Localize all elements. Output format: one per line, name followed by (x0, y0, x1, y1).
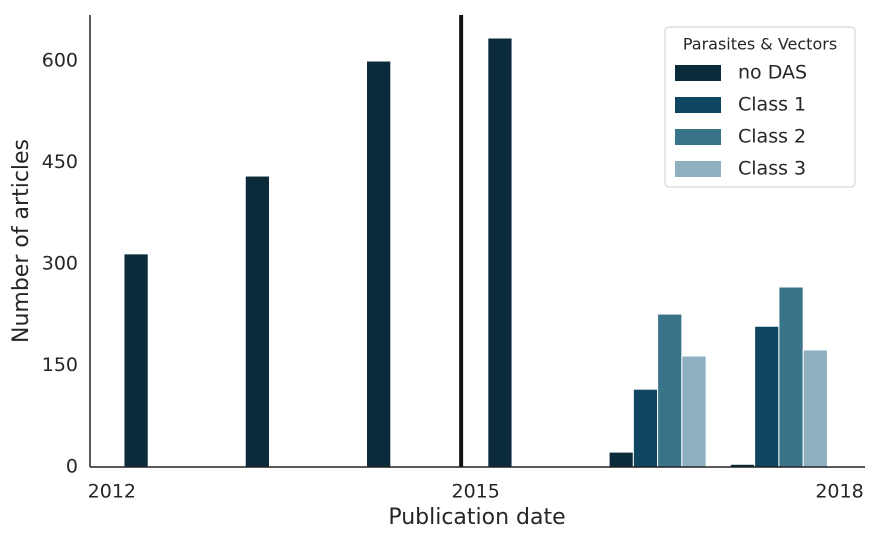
bar (754, 325, 780, 468)
x-tick-label: 2018 (815, 481, 863, 503)
legend-title: Parasites & Vectors (683, 35, 837, 54)
y-tick-label: 300 (42, 253, 78, 275)
bar (608, 451, 634, 468)
bar (244, 175, 270, 468)
bar (657, 313, 683, 468)
legend-label: no DAS (738, 62, 807, 84)
y-tick-label: 600 (42, 50, 78, 72)
y-axis-label: Number of articles (9, 139, 34, 343)
bar (778, 286, 804, 468)
x-tick-label: 2015 (452, 481, 500, 503)
legend-swatch (675, 129, 721, 145)
y-tick-label: 150 (42, 354, 78, 376)
y-tick-label: 450 (42, 151, 78, 173)
bar (632, 388, 659, 468)
bar (366, 60, 392, 468)
y-tick-label: 0 (66, 456, 78, 478)
x-axis-label: Publication date (388, 505, 565, 530)
bar (802, 349, 828, 468)
legend-swatch (675, 161, 721, 177)
bar (681, 355, 707, 468)
bar (123, 253, 149, 468)
bar (487, 37, 513, 468)
legend: Parasites & Vectors no DAS Class 1 Class 2 C… (664, 26, 856, 188)
legend-swatch (675, 65, 721, 81)
legend-label: Class 3 (738, 158, 806, 180)
legend-swatch (675, 97, 721, 113)
x-tick-label: 2012 (88, 481, 136, 503)
legend-label: Class 2 (738, 126, 806, 148)
legend-label: Class 1 (738, 94, 806, 116)
